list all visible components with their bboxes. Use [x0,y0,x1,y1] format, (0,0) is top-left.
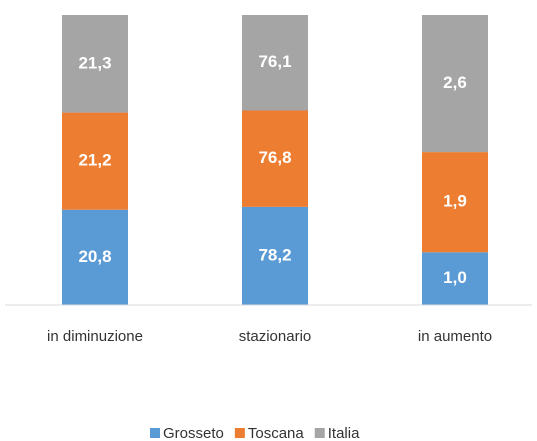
bar-segment [242,15,308,111]
data-label: 21,2 [78,151,111,170]
bar-segment [242,206,308,305]
x-tick-label: in aumento [418,328,492,345]
bar-segment [62,209,128,305]
bar-segment [62,112,128,210]
legend-swatch [150,428,160,438]
legend-swatch [314,428,325,438]
bar-segment [62,15,128,113]
bar-segment [242,110,308,207]
data-label: 21,3 [78,53,111,72]
x-tick-label: stazionario [239,328,312,345]
x-tick-label: in diminuzione [47,328,143,345]
legend-label: Italia [328,425,360,441]
data-label: 76,8 [258,148,291,167]
data-label: 76,1 [258,52,291,71]
legend-swatch [234,428,245,438]
bar-segment [422,15,488,153]
bar-segment [422,152,488,253]
bar-segment [422,252,488,305]
data-label: 1,0 [443,268,467,287]
data-label: 2,6 [443,73,467,92]
data-label: 78,2 [258,245,291,264]
legend-label: Grosseto [163,425,224,441]
data-label: 1,9 [443,192,467,211]
data-label: 20,8 [78,247,111,266]
legend-label: Toscana [248,425,305,441]
